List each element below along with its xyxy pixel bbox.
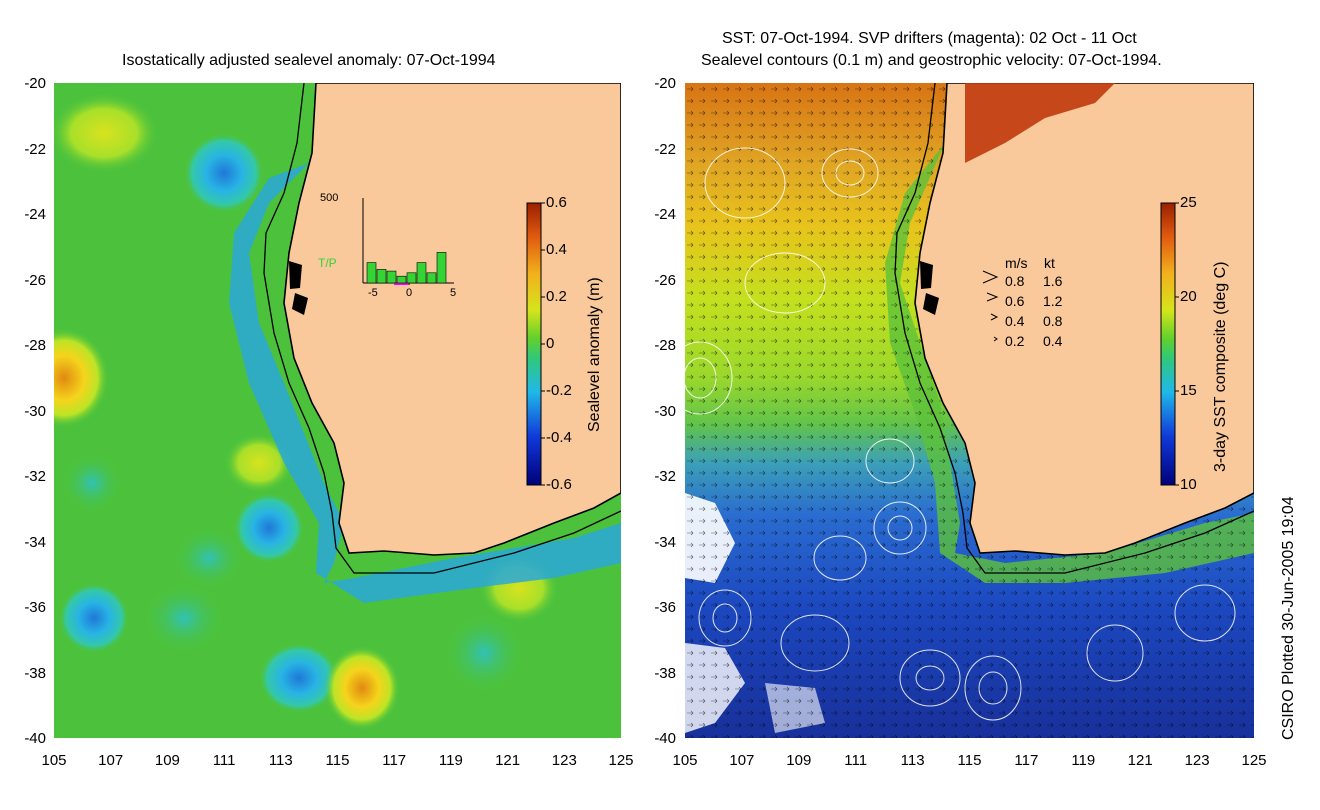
x-tick-label: 125: [608, 752, 634, 769]
sealevel-anomaly-map: [54, 83, 621, 738]
inset-bar: [386, 270, 397, 284]
y-tick-label: -28: [24, 337, 46, 354]
colorbar-tick-label: 10: [1180, 476, 1197, 493]
y-tick-label: -24: [24, 206, 46, 223]
inset-bar: [396, 275, 407, 284]
x-tick-label: 117: [1014, 752, 1039, 769]
x-tick-label: 109: [154, 752, 180, 769]
x-tick-label: 105: [41, 752, 67, 769]
inset-bar: [406, 272, 417, 284]
y-tick-label: -32: [654, 468, 676, 485]
right-colorbar-label: 3-day SST composite (deg C): [1212, 261, 1229, 472]
plot-credit: CSIRO Plotted 30-Jun-2005 19:04: [1280, 496, 1297, 740]
y-tick-label: -40: [24, 730, 46, 747]
x-tick-label: 105: [672, 752, 698, 769]
velocity-legend-kt: 1.6: [1043, 273, 1063, 289]
y-tick-label: -22: [24, 140, 46, 158]
sealevel-colorbar: [526, 202, 542, 486]
inset-satellite-label: T/P: [318, 256, 337, 270]
y-tick-label: -30: [654, 402, 676, 420]
colorbar-tick-label: 20: [1180, 288, 1197, 305]
x-tick-label: 107: [98, 752, 124, 769]
right-map-title-line1: SST: 07-Oct-1994. SVP drifters (magenta)…: [722, 30, 1137, 47]
velocity-legend-ms-header: m/s: [1005, 255, 1028, 271]
inset-bar: [376, 269, 387, 284]
inset-ymax-label: 500: [320, 192, 339, 204]
sst-velocity-map: [685, 83, 1254, 738]
x-tick-label: 111: [844, 752, 868, 769]
y-tick-label: -34: [654, 533, 676, 551]
drifter-time-marker: [394, 282, 408, 285]
right-map-title-line2: Sealevel contours (0.1 m) and geostrophi…: [701, 52, 1162, 69]
x-tick-label: 113: [900, 752, 925, 769]
colorbar-tick-label: 25: [1180, 194, 1197, 211]
velocity-legend-arrows: [982, 270, 999, 342]
y-tick-label: -38: [654, 664, 676, 682]
x-tick-label: 117: [382, 752, 407, 769]
inset-bar: [366, 262, 377, 284]
y-tick-label: -22: [654, 140, 676, 158]
velocity-legend-ms: 0.4: [1005, 313, 1025, 329]
x-tick-label: 119: [438, 752, 463, 769]
velocity-legend-kt-header: kt: [1044, 255, 1055, 271]
colorbar-tick-label: 0.4: [546, 241, 567, 258]
velocity-legend-ms: 0.2: [1005, 333, 1025, 349]
left-map-title: Isostatically adjusted sealevel anomaly:…: [122, 52, 496, 69]
y-tick-label: -36: [24, 599, 46, 616]
velocity-legend-kt: 1.2: [1043, 293, 1063, 309]
inset-bar: [426, 272, 437, 284]
x-tick-label: 123: [1184, 752, 1210, 769]
y-tick-label: -20: [24, 75, 46, 92]
velocity-legend-ms: 0.6: [1005, 293, 1025, 309]
y-tick-label: -36: [654, 599, 676, 616]
y-tick-label: -24: [654, 206, 676, 223]
colorbar-tick-label: 0: [546, 335, 555, 352]
colorbar-tick-label: -0.2: [546, 382, 572, 399]
y-tick-label: -26: [24, 271, 46, 289]
x-tick-label: 111: [212, 752, 236, 769]
x-tick-label: 115: [957, 752, 982, 769]
velocity-legend-ms: 0.8: [1005, 273, 1025, 289]
y-tick-label: -28: [654, 337, 676, 354]
colorbar-tick-label: 15: [1180, 382, 1197, 399]
sst-colorbar: [1160, 202, 1176, 486]
y-tick-label: -40: [654, 730, 676, 747]
x-tick-label: 113: [268, 752, 293, 769]
y-tick-label: -32: [24, 468, 46, 485]
colorbar-tick-label: -0.4: [546, 429, 572, 446]
colorbar-tick-label: 0.2: [546, 288, 567, 305]
x-tick-label: 109: [786, 752, 812, 769]
y-tick-label: -34: [24, 533, 46, 551]
y-tick-label: -30: [24, 402, 46, 420]
x-tick-label: 125: [1241, 752, 1267, 769]
x-tick-label: 119: [1071, 752, 1096, 769]
left-colorbar-label: Sealevel anomaly (m): [586, 277, 603, 432]
x-tick-label: 107: [729, 752, 755, 769]
x-tick-label: 121: [1127, 752, 1153, 769]
x-tick-label: 121: [495, 752, 521, 769]
inset-bar: [416, 262, 427, 284]
colorbar-tick-label: -0.6: [546, 476, 572, 493]
velocity-legend-kt: 0.8: [1043, 313, 1063, 329]
inset-x-label: 0: [406, 287, 413, 299]
inset-bar: [436, 252, 447, 284]
y-tick-label: -20: [654, 75, 676, 92]
y-tick-label: -26: [654, 271, 676, 289]
inset-x-label: -5: [368, 287, 378, 299]
colorbar-tick-label: 0.6: [546, 194, 567, 211]
velocity-legend-kt: 0.4: [1043, 333, 1063, 349]
inset-x-label: 5: [450, 287, 457, 299]
x-tick-label: 115: [325, 752, 350, 769]
y-tick-label: -38: [24, 664, 46, 682]
x-tick-label: 123: [551, 752, 577, 769]
